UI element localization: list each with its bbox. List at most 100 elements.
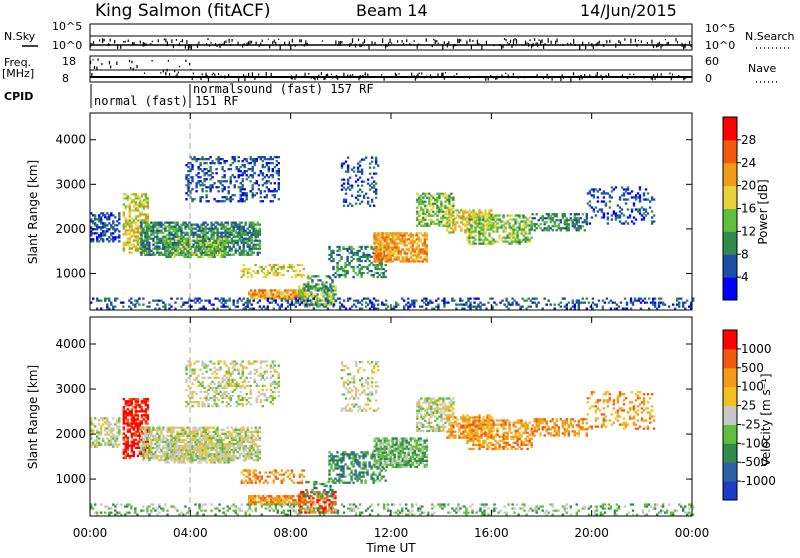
nsky-mark: [624, 38, 625, 41]
echo-cell: [133, 416, 135, 418]
echo-cell: [143, 207, 145, 209]
echo-cell: [201, 190, 203, 192]
nsky-mark: [555, 41, 556, 45]
nsky-mark: [269, 45, 270, 49]
echo-cell: [338, 254, 340, 256]
echo-cell: [434, 199, 436, 201]
echo-cell: [158, 246, 160, 248]
echo-cell: [440, 203, 442, 205]
nsky-mark: [472, 40, 473, 42]
echo-cell: [231, 250, 233, 252]
nsky-mark: [180, 41, 181, 42]
echo-cell: [412, 238, 414, 240]
echo-cell: [279, 308, 281, 310]
echo-cell: [407, 308, 409, 310]
echo-cell: [477, 298, 479, 300]
freq-mark: [444, 77, 445, 80]
echo-cell: [601, 208, 603, 210]
nsky-mark: [459, 39, 460, 43]
echo-cell: [398, 236, 400, 238]
nsky-mark: [683, 45, 684, 49]
echo-cell: [484, 214, 486, 216]
echo-cell: [135, 217, 137, 219]
echo-cell: [162, 429, 164, 431]
echo-cell: [129, 219, 131, 221]
echo-cell: [568, 225, 570, 227]
echo-cell: [570, 213, 572, 215]
echo-cell: [443, 306, 445, 308]
echo-cell: [578, 308, 580, 310]
nsky-mark: [146, 44, 147, 46]
echo-cell: [516, 220, 518, 222]
colorbar-swatch: [723, 140, 737, 163]
freq-mark: [347, 75, 348, 78]
echo-cell: [237, 302, 239, 304]
echo-cell: [542, 215, 544, 217]
nsky-mark: [355, 44, 356, 48]
echo-cell: [513, 300, 515, 302]
echo-cell: [343, 163, 345, 165]
echo-cell: [278, 170, 280, 172]
echo-cell: [526, 224, 528, 226]
freq-mark: [350, 74, 351, 77]
echo-cell: [346, 270, 348, 272]
echo-cell: [246, 194, 248, 196]
echo-cell: [606, 298, 608, 300]
echo-cell: [176, 224, 178, 226]
echo-cell: [133, 205, 135, 207]
echo-cell: [631, 208, 633, 210]
echo-cell: [525, 300, 527, 302]
echo-cell: [211, 186, 213, 188]
echo-cell: [114, 306, 116, 308]
echo-cell: [646, 302, 648, 304]
echo-cell: [267, 308, 269, 310]
echo-cell: [217, 186, 219, 188]
echo-cell: [189, 170, 191, 172]
echo-cell: [240, 166, 242, 168]
echo-cell: [461, 300, 463, 302]
echo-cell: [104, 433, 106, 435]
echo-cell: [245, 230, 247, 232]
echo-cell: [496, 214, 498, 216]
echo-cell: [426, 232, 428, 234]
echo-cell: [371, 302, 373, 304]
echo-cell: [145, 402, 147, 404]
echo-cell: [616, 304, 618, 306]
echo-cell: [213, 182, 215, 184]
echo-cell: [540, 227, 542, 229]
echo-cell: [148, 242, 150, 244]
echo-cell: [224, 222, 226, 224]
echo-cell: [104, 421, 106, 423]
echo-cell: [588, 302, 590, 304]
echo-cell: [364, 248, 366, 250]
nsky-mark: [548, 38, 549, 43]
echo-cell: [649, 200, 651, 202]
echo-cell: [162, 224, 164, 226]
echo-cell: [131, 227, 133, 229]
echo-cell: [323, 283, 325, 285]
echo-cell: [154, 254, 156, 256]
echo-cell: [597, 190, 599, 192]
nsky-mark: [144, 43, 145, 47]
echo-cell: [639, 196, 641, 198]
echo-cell: [436, 219, 438, 221]
echo-cell: [206, 232, 208, 234]
echo-cell: [205, 238, 207, 240]
echo-cell: [135, 431, 137, 433]
echo-cell: [621, 186, 623, 188]
echo-cell: [371, 157, 373, 159]
cpid-mode-2: normalsound (fast) 157 RF: [193, 82, 374, 96]
echo-cell: [619, 196, 621, 198]
freq-mark: [323, 77, 324, 80]
echo-cell: [264, 166, 266, 168]
echo-cell: [281, 300, 283, 302]
echo-cell: [118, 431, 120, 433]
echo-cell: [162, 439, 164, 441]
freq-mark: [249, 77, 250, 78]
echo-cell: [425, 300, 427, 302]
echo-cell: [291, 300, 293, 302]
echo-cell: [156, 304, 158, 306]
echo-cell: [267, 300, 269, 302]
echo-cell: [578, 221, 580, 223]
